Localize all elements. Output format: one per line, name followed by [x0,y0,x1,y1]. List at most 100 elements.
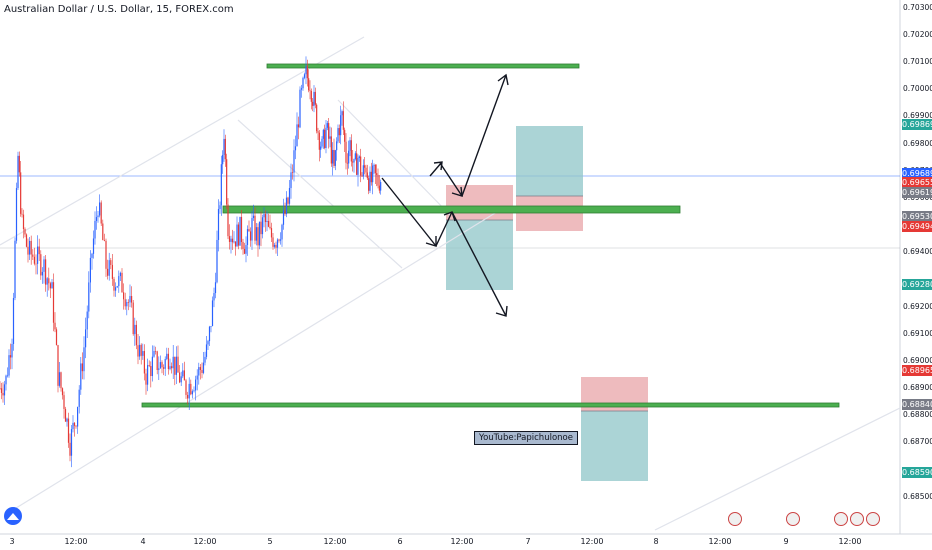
short-position-stop-2[interactable] [446,185,513,220]
long-position-target-3[interactable] [581,411,648,481]
candle-body [2,392,4,396]
candle-body [211,300,214,326]
candle-body [88,282,90,312]
long-trend-line[interactable] [654,407,901,531]
price-tick-label: 0.69200 [903,301,932,311]
candle-body [296,124,298,147]
arrow-head-3 [495,305,508,317]
candle-body [361,175,363,177]
short-position-target-2[interactable] [446,220,513,290]
candle-body [110,260,112,265]
long-position-stop-1[interactable] [516,196,583,231]
candle-body [282,210,285,225]
arrow-path-up-alt [429,161,443,177]
channel-lower-line[interactable] [7,209,501,514]
price-tick-label: 0.70200 [903,29,932,39]
price-tick-label: 0.68800 [903,410,932,420]
candle-body [182,370,184,377]
candle-body [223,138,225,155]
time-tick-label: 12:00 [193,537,217,546]
price-tick-label: 0.69100 [903,328,932,338]
candle-body [20,172,22,214]
candle-body [51,282,53,289]
channel-upper-line[interactable] [0,36,365,246]
candle-body [314,91,316,105]
price-tag: 0.69619 [902,187,932,199]
lower-support-zone[interactable] [141,402,840,408]
candle-body [329,136,331,139]
candle-body [354,153,356,159]
candle-body [317,131,319,133]
candle-body [306,66,308,79]
flag-line-lower[interactable] [237,119,403,269]
candle-body [147,365,149,385]
long-position-target-1[interactable] [516,126,583,196]
candle-body [316,104,318,132]
candle-body [338,128,340,136]
price-tag: 0.68840 [902,398,932,410]
candle-body [27,246,29,255]
arrow-head-6 [497,73,509,86]
candle-body [254,215,256,241]
event-flag-icon[interactable] [834,512,848,526]
candle-body [54,322,56,330]
candle-body [337,128,339,142]
price-tick-label: 0.68500 [903,491,932,501]
candle-body [92,238,95,254]
candle-body [129,296,131,303]
candle-body [251,218,253,241]
time-tick-label: 8 [653,537,659,546]
candle-body [57,345,59,386]
candle-body [64,408,67,422]
candle-body [171,366,173,369]
event-flag-icon[interactable] [866,512,880,526]
candle-body [180,376,182,383]
time-tick-label: 12:00 [838,537,862,546]
candle-body [372,165,374,183]
candle-body [365,167,367,173]
candle-body [255,227,258,241]
candle-body [288,188,291,204]
price-tick-label: 0.69800 [903,138,932,148]
candle-body [123,292,125,300]
time-tick-label: 12:00 [708,537,732,546]
candles-group [0,56,382,468]
candle-body [24,229,26,235]
candle-body [378,185,380,191]
candle-body [177,356,179,373]
arrow-head-4 [433,161,443,171]
event-flag-icon[interactable] [728,512,742,526]
candle-body [30,240,32,255]
tradingview-logo-icon[interactable] [4,507,22,525]
candle-body [100,202,102,224]
candle-body [320,146,322,150]
candle-body [139,344,141,357]
candle-body [135,324,137,346]
flag-line-upper[interactable] [337,99,451,216]
candle-body [9,355,12,358]
candle-body [193,390,195,392]
candle-body [40,254,42,276]
candle-body [175,356,177,375]
event-flag-icon[interactable] [786,512,800,526]
event-flag-icon[interactable] [850,512,864,526]
candle-body [360,156,362,176]
candle-body [80,363,82,390]
candle-body [164,358,166,369]
candle-body [131,296,133,303]
candle-body [60,372,62,389]
candle-body [348,150,350,164]
candle-body [273,244,276,247]
candle-body [356,153,358,175]
time-tick-label: 9 [783,537,789,546]
candle-body [37,246,39,264]
candle-body [246,229,249,246]
candle-body [275,244,277,248]
candle-body [231,238,234,243]
resistance-zone[interactable] [266,63,580,69]
candle-body [233,241,235,243]
candle-body [222,154,224,165]
candle-body [377,174,379,186]
